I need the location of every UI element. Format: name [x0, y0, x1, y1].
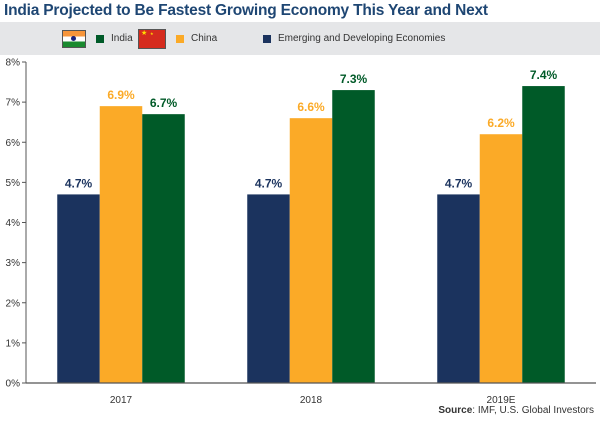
legend-swatch-emerging — [263, 34, 271, 43]
source-text: : IMF, U.S. Global Investors — [472, 405, 594, 416]
y-tick-label: 8% — [6, 58, 21, 69]
y-tick-label: 7% — [6, 98, 21, 109]
legend-label-emerging: Emerging and Developing Economies — [278, 33, 446, 44]
data-label: 6.7% — [150, 96, 178, 110]
y-tick-label: 6% — [6, 138, 21, 149]
data-label: 4.7% — [255, 176, 283, 190]
x-tick-label: 2017 — [110, 395, 133, 406]
legend-item-india: India — [62, 22, 133, 55]
china-flag-icon: ★ ★ — [138, 28, 166, 49]
bar — [479, 134, 523, 383]
india-flag-icon — [62, 29, 86, 48]
bar — [99, 106, 143, 383]
x-tick-label: 2018 — [300, 395, 323, 406]
data-label: 6.6% — [297, 100, 325, 114]
y-tick-label: 1% — [6, 338, 21, 349]
chart-title: India Projected to Be Fastest Growing Ec… — [4, 2, 488, 19]
x-tick-label: 2019E — [487, 395, 516, 406]
y-tick-label: 3% — [6, 258, 21, 269]
y-tick-label: 5% — [6, 178, 21, 189]
bar — [522, 86, 565, 383]
data-label: 6.9% — [107, 88, 135, 102]
data-label: 4.7% — [65, 176, 93, 190]
legend-swatch-india — [96, 34, 104, 43]
bar — [247, 194, 290, 383]
legend-label-india: India — [111, 33, 133, 44]
source-label: Source — [438, 405, 473, 416]
bar — [437, 194, 480, 383]
source-note: Source: IMF, U.S. Global Investors — [438, 405, 594, 416]
bar — [57, 194, 100, 383]
y-tick-label: 0% — [6, 379, 21, 390]
bar — [289, 118, 333, 384]
y-tick-label: 2% — [6, 298, 21, 309]
legend-label-china: China — [191, 33, 218, 44]
bar — [142, 114, 185, 383]
bar — [332, 90, 375, 384]
data-label: 4.7% — [445, 176, 473, 190]
legend-item-emerging: Emerging and Developing Economies — [263, 22, 445, 55]
legend-swatch-china — [176, 34, 184, 43]
data-label: 6.2% — [487, 116, 515, 130]
y-tick-label: 4% — [6, 218, 21, 229]
legend-item-china: ★ ★ China — [138, 22, 217, 55]
data-label: 7.3% — [340, 72, 368, 86]
legend: India ★ ★ China Emerging and Developing E… — [0, 22, 600, 55]
data-label: 7.4% — [530, 68, 558, 82]
